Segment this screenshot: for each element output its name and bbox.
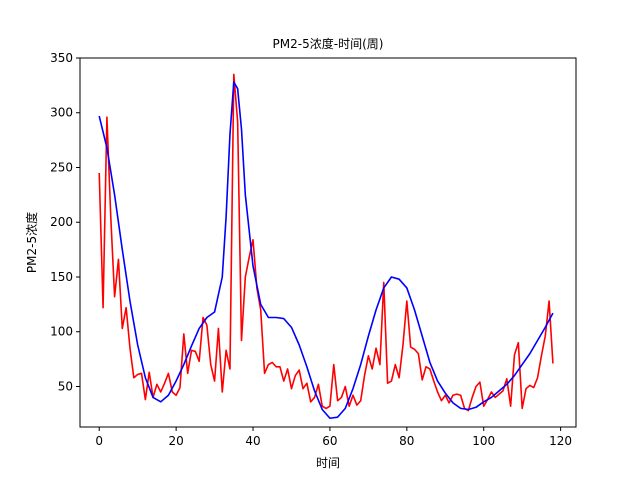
x-axis-title: 时间 [316, 456, 340, 470]
y-tick-label: 200 [50, 215, 73, 229]
x-tick-label: 80 [399, 434, 414, 448]
y-tick-label: 350 [50, 51, 73, 65]
plot-frame [79, 57, 577, 428]
x-tick-label: 120 [549, 434, 572, 448]
series-line-2 [98, 81, 554, 420]
series-layer [98, 73, 554, 420]
x-tick-label: 20 [168, 434, 183, 448]
y-axis-title: PM2-5浓度 [24, 212, 39, 273]
y-tick-label: 50 [58, 379, 73, 393]
y-tick-label: 150 [50, 270, 73, 284]
chart-title: PM2-5浓度-时间(周) [273, 36, 384, 51]
x-tick-label: 40 [245, 434, 260, 448]
series-line-1 [98, 73, 554, 412]
x-tick-label: 100 [472, 434, 495, 448]
y-tick-label: 100 [50, 325, 73, 339]
y-tick-label: 300 [50, 106, 73, 120]
x-tick-label: 60 [322, 434, 337, 448]
y-axis: 50 100 150 200 250 300 350 [50, 51, 80, 393]
x-axis: 0 20 40 60 80 100 120 [95, 427, 572, 448]
x-tick-label: 0 [95, 434, 103, 448]
y-tick-label: 250 [50, 160, 73, 174]
